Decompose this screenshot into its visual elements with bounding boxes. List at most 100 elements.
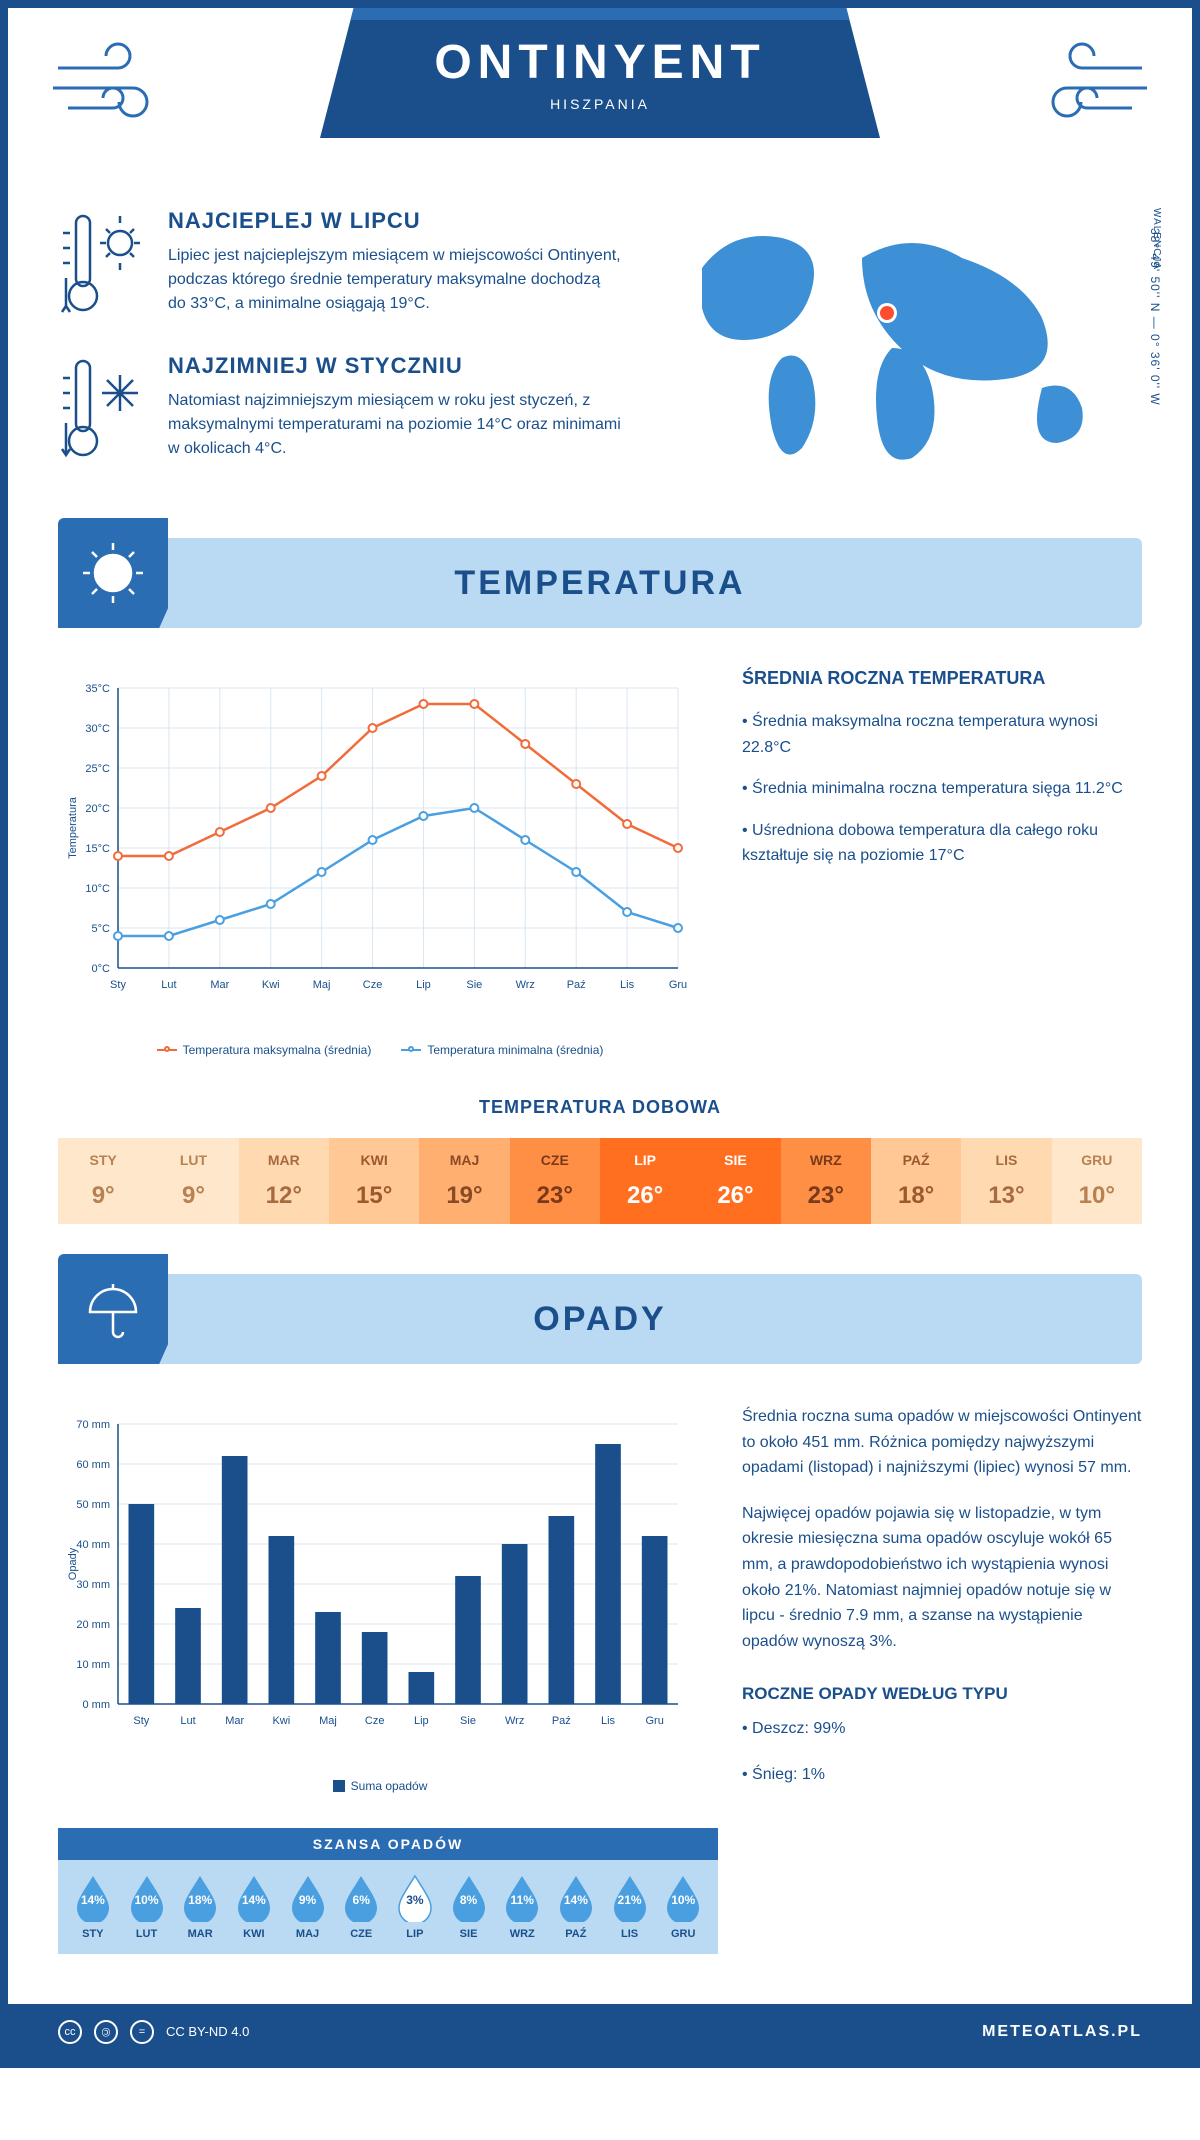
wind-icon	[48, 38, 178, 133]
daily-cell: SIE26°	[690, 1138, 780, 1224]
svg-text:Wrz: Wrz	[505, 1715, 524, 1727]
daily-cell: CZE23°	[510, 1138, 600, 1224]
daily-cell: PAŹ18°	[871, 1138, 961, 1224]
chart-legend: Suma opadów	[58, 1779, 702, 1793]
temperature-body: 0°C5°C10°C15°C20°C25°C30°C35°CStyLutMarK…	[8, 628, 1192, 1087]
svg-text:15°C: 15°C	[85, 843, 110, 855]
cold-fact-title: NAJZIMNIEJ W STYCZNIU	[168, 353, 622, 379]
svg-text:10 mm: 10 mm	[76, 1659, 110, 1671]
precipitation-chart: 0 mm10 mm20 mm30 mm40 mm50 mm60 mm70 mmS…	[58, 1404, 702, 1808]
site-name: METEOATLAS.PL	[982, 2023, 1142, 2041]
daily-cell: GRU10°	[1052, 1138, 1142, 1224]
svg-text:Mar: Mar	[225, 1715, 244, 1727]
chance-cell: 6% CZE	[334, 1874, 388, 1940]
svg-text:Lut: Lut	[161, 979, 176, 991]
svg-text:Lip: Lip	[416, 979, 431, 991]
chance-cell: 21% LIS	[603, 1874, 657, 1940]
title-banner: ONTINYENT HISZPANIA	[320, 8, 880, 138]
temperature-summary: ŚREDNIA ROCZNA TEMPERATURA • Średnia mak…	[742, 668, 1142, 1057]
temperature-header: TEMPERATURA	[58, 538, 1142, 628]
svg-text:Opady: Opady	[67, 1547, 79, 1580]
city-name: ONTINYENT	[434, 35, 765, 90]
hot-fact: NAJCIEPLEJ W LIPCU Lipiec jest najcieple…	[58, 208, 622, 323]
svg-text:Maj: Maj	[319, 1715, 337, 1727]
svg-text:35°C: 35°C	[85, 683, 110, 695]
svg-text:Gru: Gru	[645, 1715, 663, 1727]
svg-text:Sty: Sty	[133, 1715, 149, 1727]
chance-cell: 14% STY	[66, 1874, 120, 1940]
nd-icon: =	[130, 2020, 154, 2044]
svg-text:30 mm: 30 mm	[76, 1579, 110, 1591]
svg-text:Sie: Sie	[460, 1715, 476, 1727]
precip-text: Średnia roczna suma opadów w miejscowośc…	[742, 1404, 1142, 1481]
map-column: WALENCJA 38° 49' 50'' N — 0° 36' 0'' W	[662, 208, 1142, 498]
precip-type-bullet: • Deszcz: 99%	[742, 1716, 1142, 1742]
svg-text:20 mm: 20 mm	[76, 1619, 110, 1631]
coordinates: 38° 49' 50'' N — 0° 36' 0'' W	[1148, 228, 1162, 406]
svg-text:20°C: 20°C	[85, 803, 110, 815]
svg-text:Temperatura: Temperatura	[67, 796, 79, 859]
svg-text:Sty: Sty	[110, 979, 126, 991]
svg-text:60 mm: 60 mm	[76, 1459, 110, 1471]
precipitation-body: 0 mm10 mm20 mm30 mm40 mm50 mm60 mm70 mmS…	[8, 1364, 1192, 1828]
by-icon: 🄯	[94, 2020, 118, 2044]
svg-text:50 mm: 50 mm	[76, 1499, 110, 1511]
svg-text:Paź: Paź	[552, 1715, 571, 1727]
thermometer-sun-icon	[58, 208, 148, 323]
header: ONTINYENT HISZPANIA	[8, 8, 1192, 188]
license: cc 🄯 = CC BY-ND 4.0	[58, 2020, 249, 2044]
world-map-icon	[662, 208, 1142, 488]
bar-chart: 0 mm10 mm20 mm30 mm40 mm50 mm60 mm70 mmS…	[58, 1404, 698, 1764]
precipitation-summary: Średnia roczna suma opadów w miejscowośc…	[742, 1404, 1142, 1808]
cold-fact: NAJZIMNIEJ W STYCZNIU Natomiast najzimni…	[58, 353, 622, 468]
summary-bullet: • Uśredniona dobowa temperatura dla całe…	[742, 818, 1142, 869]
daily-temp-table: STY9°LUT9°MAR12°KWI15°MAJ19°CZE23°LIP26°…	[58, 1138, 1142, 1224]
wind-icon	[1022, 38, 1152, 133]
precip-type-bullet: • Śnieg: 1%	[742, 1762, 1142, 1788]
daily-cell: MAJ19°	[419, 1138, 509, 1224]
svg-text:Lut: Lut	[180, 1715, 195, 1727]
precipitation-header: OPADY	[58, 1274, 1142, 1364]
chance-cell: 14% PAŹ	[549, 1874, 603, 1940]
svg-text:Maj: Maj	[313, 979, 331, 991]
chance-cell: 8% SIE	[442, 1874, 496, 1940]
chance-cell: 10% GRU	[656, 1874, 710, 1940]
svg-text:40 mm: 40 mm	[76, 1539, 110, 1551]
daily-cell: WRZ23°	[781, 1138, 871, 1224]
chance-cell: 3% LIP	[388, 1874, 442, 1940]
svg-text:Gru: Gru	[669, 979, 687, 991]
svg-text:5°C: 5°C	[92, 923, 111, 935]
hot-fact-title: NAJCIEPLEJ W LIPCU	[168, 208, 622, 234]
intro-section: NAJCIEPLEJ W LIPCU Lipiec jest najcieple…	[8, 188, 1192, 538]
svg-text:Mar: Mar	[210, 979, 229, 991]
chance-cell: 11% WRZ	[495, 1874, 549, 1940]
daily-cell: LIS13°	[961, 1138, 1051, 1224]
daily-cell: LIP26°	[600, 1138, 690, 1224]
svg-text:0°C: 0°C	[92, 963, 111, 975]
precip-chance-box: SZANSA OPADÓW 14% STY 10% LUT 18% MAR 14…	[58, 1828, 718, 1954]
svg-text:Kwi: Kwi	[262, 979, 280, 991]
country-name: HISZPANIA	[550, 96, 650, 112]
hot-fact-text: Lipiec jest najcieplejszym miesiącem w m…	[168, 244, 622, 316]
precip-type-title: ROCZNE OPADY WEDŁUG TYPU	[742, 1684, 1142, 1704]
svg-text:Lis: Lis	[601, 1715, 616, 1727]
chance-cell: 18% MAR	[173, 1874, 227, 1940]
daily-cell: MAR12°	[239, 1138, 329, 1224]
temperature-title: TEMPERATURA	[58, 564, 1142, 603]
svg-text:30°C: 30°C	[85, 723, 110, 735]
svg-text:Paź: Paź	[567, 979, 586, 991]
chart-legend: Temperatura maksymalna (średnia)Temperat…	[58, 1043, 702, 1057]
daily-temp-title: TEMPERATURA DOBOWA	[8, 1097, 1192, 1118]
facts-column: NAJCIEPLEJ W LIPCU Lipiec jest najcieple…	[58, 208, 622, 498]
svg-text:0 mm: 0 mm	[83, 1699, 111, 1711]
summary-title: ŚREDNIA ROCZNA TEMPERATURA	[742, 668, 1142, 689]
svg-text:Sie: Sie	[466, 979, 482, 991]
umbrella-icon	[58, 1254, 168, 1364]
temperature-chart: 0°C5°C10°C15°C20°C25°C30°C35°CStyLutMarK…	[58, 668, 702, 1057]
chance-cell: 14% KWI	[227, 1874, 281, 1940]
summary-bullet: • Średnia maksymalna roczna temperatura …	[742, 709, 1142, 760]
sun-icon	[58, 518, 168, 628]
svg-text:Lis: Lis	[620, 979, 635, 991]
svg-text:Cze: Cze	[363, 979, 383, 991]
daily-cell: KWI15°	[329, 1138, 419, 1224]
